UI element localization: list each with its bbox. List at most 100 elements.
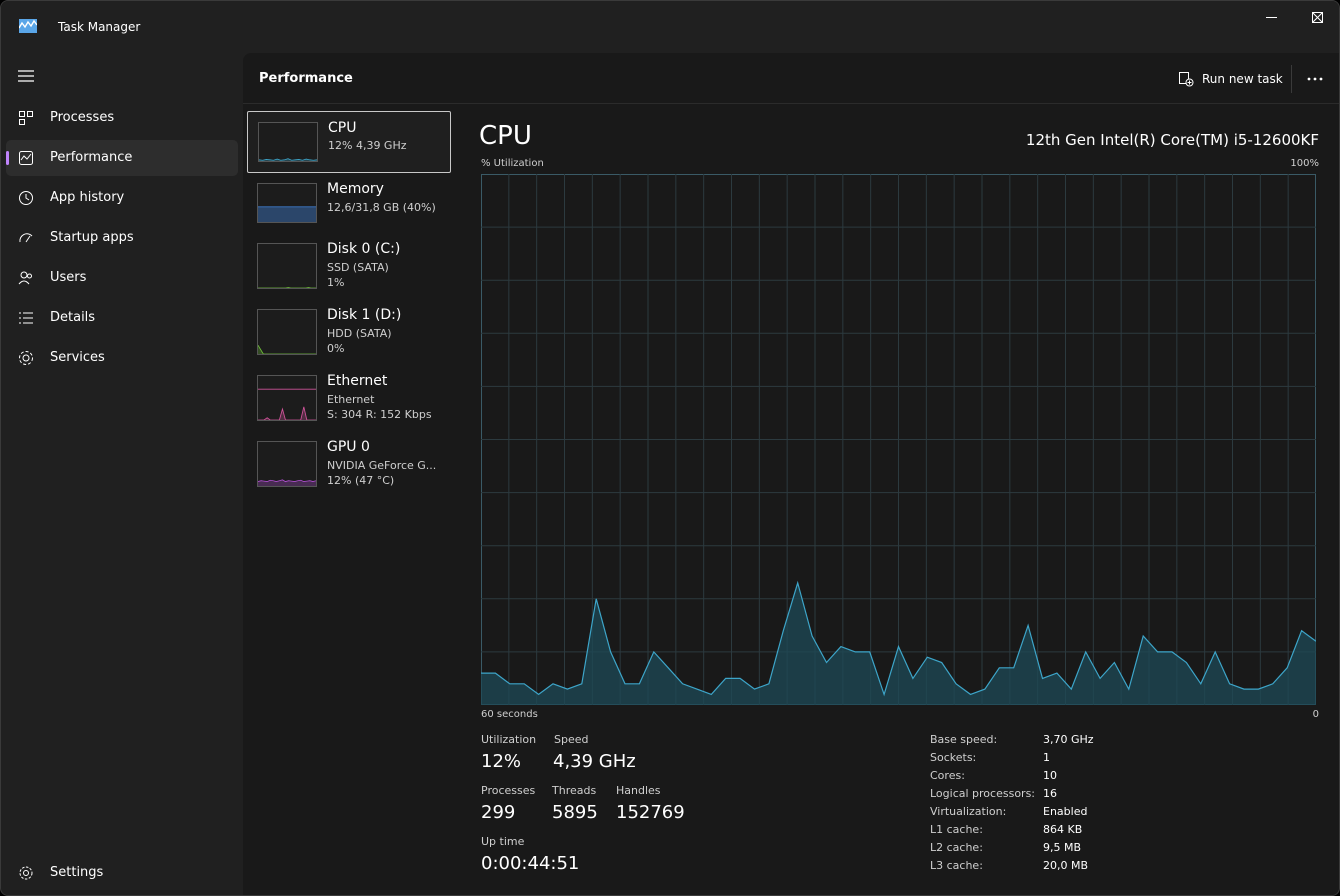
memory-thumbnail-graph — [257, 183, 317, 223]
y-axis-label: % Utilization — [481, 158, 544, 169]
close-button[interactable] — [1294, 1, 1339, 33]
nav-item-users[interactable]: Users — [6, 260, 238, 296]
thumbnail-area — [258, 406, 316, 420]
thumbnail-area — [258, 206, 316, 222]
spec-value: 20,0 MB — [1043, 859, 1089, 872]
active-indicator — [6, 151, 9, 165]
uptime-label: Up time — [481, 835, 525, 848]
utilization-value: 12% — [481, 751, 522, 772]
processes-value: 299 — [481, 802, 516, 823]
more-icon — [1307, 77, 1323, 81]
nav-label: Users — [50, 270, 87, 285]
resource-name: Ethernet — [327, 373, 388, 389]
window-title: Task Manager — [58, 20, 141, 34]
disk0-thumbnail-graph — [257, 243, 317, 289]
resource-line2: 0% — [327, 342, 345, 355]
gpu-thumbnail-graph — [257, 441, 317, 487]
spec-value: 864 KB — [1043, 823, 1083, 836]
disk1-thumbnail-graph — [257, 309, 317, 355]
spec-key: Virtualization: — [930, 805, 1007, 818]
spec-value: 16 — [1043, 787, 1057, 800]
resource-item-disk1[interactable]: Disk 1 (D:) HDD (SATA) 0% — [247, 299, 451, 365]
thumbnail-line — [258, 406, 316, 420]
nav-label: App history — [50, 190, 125, 205]
header-divider — [243, 103, 1339, 104]
cpu-line — [481, 580, 1316, 697]
resource-item-disk0[interactable]: Disk 0 (C:) SSD (SATA) 1% — [247, 233, 451, 299]
nav-label: Performance — [50, 150, 133, 165]
title-bar: Task Manager — [1, 1, 1339, 53]
x-axis-end: 0 — [1312, 709, 1319, 720]
resource-item-ethernet[interactable]: Ethernet Ethernet S: 304 R: 152 Kbps — [247, 365, 451, 431]
details-icon — [19, 312, 33, 324]
uptime-value: 0:00:44:51 — [481, 853, 580, 874]
more-options-button[interactable] — [1305, 67, 1325, 91]
resource-name: GPU 0 — [327, 439, 370, 455]
nav-item-details[interactable]: Details — [6, 300, 238, 336]
users-icon — [18, 271, 32, 285]
nav-item-processes[interactable]: Processes — [6, 100, 238, 136]
run-new-task-button[interactable]: Run new task — [1178, 67, 1283, 91]
content-area: Performance Run new task CPU 12% 4,39 GH… — [243, 53, 1339, 895]
resource-name: Memory — [327, 181, 384, 197]
maximize-button[interactable] — [1294, 1, 1339, 33]
resource-item-memory[interactable]: Memory 12,6/31,8 GB (40%) — [247, 173, 451, 233]
y-axis-max: 100% — [1290, 158, 1319, 169]
handles-value: 152769 — [616, 802, 685, 823]
nav-item-performance[interactable]: Performance — [6, 140, 238, 176]
speed-value: 4,39 GHz — [553, 751, 636, 772]
resource-line2: S: 304 R: 152 Kbps — [327, 408, 432, 421]
performance-icon — [19, 151, 33, 165]
nav-item-startup-apps[interactable]: Startup apps — [6, 220, 238, 256]
nav-item-services[interactable]: Services — [6, 340, 238, 376]
close-icon — [1311, 11, 1323, 23]
nav-label: Settings — [50, 865, 104, 880]
cpu-model-name: 12th Gen Intel(R) Core(TM) i5-12600KF — [1025, 131, 1319, 149]
thumbnail-area — [258, 345, 316, 354]
nav-label: Services — [50, 350, 105, 365]
resource-name: Disk 1 (D:) — [327, 307, 402, 323]
nav-label: Details — [50, 310, 96, 325]
handles-label: Handles — [616, 784, 661, 797]
resource-line2: 12% (47 °C) — [327, 474, 395, 487]
spec-value: Enabled — [1043, 805, 1088, 818]
settings-gear-icon — [19, 866, 33, 880]
resource-name: Disk 0 (C:) — [327, 241, 401, 257]
spec-value: 9,5 MB — [1043, 841, 1082, 854]
hamburger-menu-icon[interactable] — [17, 69, 35, 83]
spec-key: Sockets: — [930, 751, 977, 764]
resource-name: CPU — [328, 120, 357, 136]
spec-key: Base speed: — [930, 733, 998, 746]
processes-icon — [19, 111, 33, 125]
resource-line1: Ethernet — [327, 393, 375, 406]
minimize-button[interactable] — [1248, 1, 1294, 33]
nav-label: Startup apps — [50, 230, 134, 245]
minimize-icon — [1265, 16, 1277, 18]
graph-grid — [481, 174, 1316, 705]
nav-label: Processes — [50, 110, 115, 125]
resource-line2: 1% — [327, 276, 345, 289]
spec-key: L3 cache: — [930, 859, 983, 872]
cpu-area-fill — [481, 582, 1316, 705]
resource-item-gpu0[interactable]: GPU 0 NVIDIA GeForce G... 12% (47 °C) — [247, 431, 451, 497]
spec-value: 10 — [1043, 769, 1057, 782]
spec-value: 3,70 GHz — [1043, 733, 1094, 746]
thumbnail-line — [258, 344, 316, 354]
x-axis-start: 60 seconds — [481, 709, 538, 720]
nav-item-app-history[interactable]: App history — [6, 180, 238, 216]
cpu-utilization-graph — [481, 174, 1316, 705]
detail-title: CPU — [479, 121, 532, 151]
resource-line1: HDD (SATA) — [327, 327, 392, 340]
thumbnail-line — [258, 479, 316, 483]
spec-key: Logical processors: — [930, 787, 1036, 800]
resource-line1: 12% 4,39 GHz — [328, 139, 407, 152]
startup-icon — [19, 233, 33, 243]
task-manager-icon — [19, 19, 37, 33]
resource-item-cpu[interactable]: CPU 12% 4,39 GHz — [247, 111, 451, 173]
thumbnail-line — [259, 158, 317, 161]
spec-value: 1 — [1043, 751, 1050, 764]
maximize-icon — [1311, 11, 1323, 23]
run-new-task-label: Run new task — [1202, 72, 1283, 86]
nav-item-settings[interactable]: Settings — [6, 855, 238, 891]
